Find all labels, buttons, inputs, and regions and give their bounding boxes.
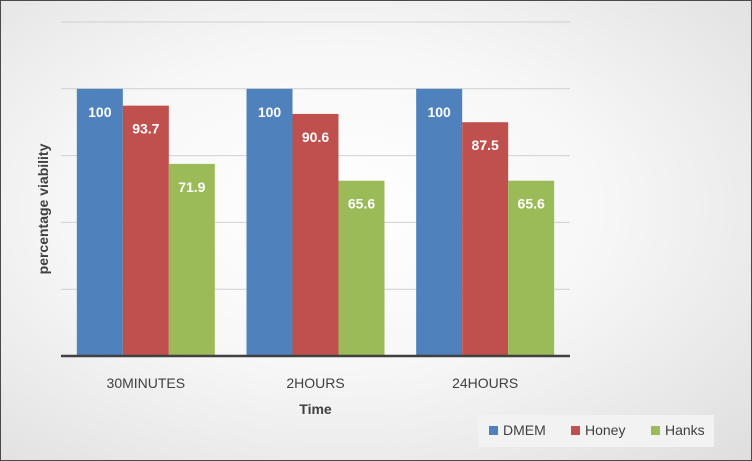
x-tick-label: 24HOURS: [452, 375, 518, 391]
data-label: 87.5: [472, 137, 499, 153]
legend: DMEM Honey Hanks: [478, 415, 714, 447]
bar-hanks-24hours: [508, 180, 555, 356]
y-axis-title: percentage viability: [35, 143, 51, 274]
legend-label-dmem: DMEM: [503, 422, 546, 438]
data-labels: 100 93.7 71.9 100 90.6 65.6 100 87.5 65.6: [88, 104, 545, 212]
x-tick-label: 30MINUTES: [107, 375, 186, 391]
legend-swatch-hanks: [651, 426, 660, 435]
data-label: 100: [88, 104, 112, 120]
bar-hanks-30minutes: [168, 163, 215, 356]
bar-series: [76, 88, 555, 357]
legend-box: [478, 415, 714, 447]
x-tick-label: 2HOURS: [286, 375, 344, 391]
bar-honey-30minutes: [122, 105, 169, 356]
x-axis-title: Time: [299, 401, 332, 417]
bar-honey-2hours: [292, 113, 339, 356]
data-label: 65.6: [518, 196, 545, 212]
x-tick-labels: 30MINUTES 2HOURS 24HOURS: [107, 375, 519, 391]
bar-dmem-30minutes: [76, 88, 123, 357]
data-label: 71.9: [178, 179, 205, 195]
data-label: 100: [427, 104, 451, 120]
data-label: 65.6: [348, 196, 375, 212]
legend-label-hanks: Hanks: [665, 422, 705, 438]
legend-label-honey: Honey: [585, 422, 625, 438]
legend-swatch-dmem: [489, 426, 498, 435]
data-label: 90.6: [302, 129, 329, 145]
bar-dmem-24hours: [416, 88, 463, 357]
data-label: 100: [258, 104, 282, 120]
legend-swatch-honey: [571, 426, 580, 435]
bar-dmem-2hours: [246, 88, 293, 357]
bar-honey-24hours: [462, 122, 509, 356]
data-label: 93.7: [132, 121, 159, 137]
bar-hanks-2hours: [338, 180, 385, 356]
